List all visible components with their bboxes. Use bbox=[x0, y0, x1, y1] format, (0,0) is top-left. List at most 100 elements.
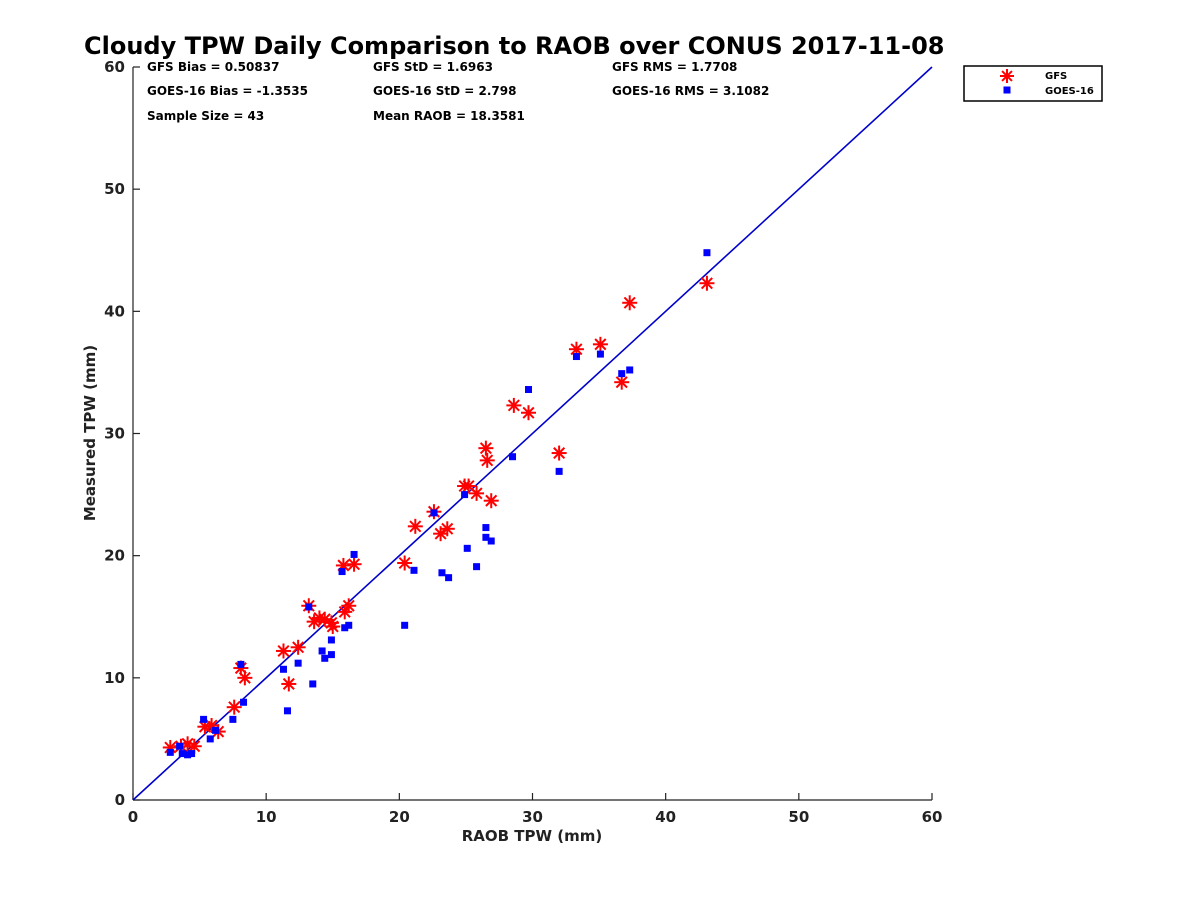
stat-mean-raob: Mean RAOB = 18.3581 bbox=[373, 109, 525, 123]
y-axis-label: Measured TPW (mm) bbox=[81, 345, 99, 521]
gfs-point bbox=[237, 670, 253, 686]
y-tick-label: 20 bbox=[104, 547, 125, 565]
x-tick-label: 20 bbox=[389, 808, 410, 826]
gfs-point bbox=[699, 275, 715, 291]
x-axis-label: RAOB TPW (mm) bbox=[462, 827, 603, 845]
gfs-point bbox=[325, 619, 341, 635]
one-to-one-line bbox=[132, 66, 933, 801]
stat-goes-rms: GOES-16 RMS = 3.1082 bbox=[612, 84, 769, 98]
goes16-point bbox=[237, 660, 245, 668]
x-tick-label: 50 bbox=[788, 808, 809, 826]
goes16-point bbox=[321, 654, 329, 662]
gfs-point bbox=[162, 739, 178, 755]
goes16-point bbox=[703, 249, 711, 257]
gfs-point bbox=[506, 397, 522, 413]
goes16-point bbox=[572, 353, 580, 361]
gfs-point bbox=[521, 405, 537, 421]
goes16-point bbox=[509, 453, 517, 461]
goes16-point bbox=[350, 550, 358, 558]
y-tick-label: 40 bbox=[104, 302, 125, 320]
y-tick-label: 50 bbox=[104, 180, 125, 198]
x-tick-label: 40 bbox=[655, 808, 676, 826]
goes16-point bbox=[461, 491, 469, 499]
goes16-point bbox=[327, 636, 335, 644]
goes16-point bbox=[430, 509, 438, 517]
gfs-point bbox=[439, 521, 455, 537]
goes16-point bbox=[200, 715, 208, 723]
stat-gfs-rms: GFS RMS = 1.7708 bbox=[612, 60, 737, 74]
goes16-point bbox=[482, 524, 490, 532]
gfs-point bbox=[341, 598, 357, 614]
y-tick-label: 30 bbox=[104, 425, 125, 443]
gfs-series bbox=[162, 275, 715, 755]
gfs-point bbox=[397, 555, 413, 571]
goes16-point bbox=[178, 750, 186, 758]
goes16-point bbox=[525, 386, 533, 394]
goes16-point bbox=[338, 568, 346, 576]
goes16-series bbox=[166, 249, 711, 759]
gfs-point bbox=[592, 336, 608, 352]
goes16-point bbox=[305, 603, 313, 611]
gfs-point bbox=[311, 610, 327, 626]
gfs-point bbox=[478, 440, 494, 456]
legend-box bbox=[963, 65, 1103, 102]
stat-goes-bias: GOES-16 Bias = -1.3535 bbox=[147, 84, 308, 98]
y-tick-label: 60 bbox=[104, 58, 125, 76]
legend-gfs-marker bbox=[1000, 69, 1014, 83]
x-tick-label: 10 bbox=[256, 808, 277, 826]
legend-gfs-asterisk bbox=[1000, 69, 1014, 83]
goes16-point bbox=[229, 715, 237, 723]
gfs-point bbox=[275, 643, 291, 659]
legend-goes16-label: GOES-16 bbox=[1045, 86, 1094, 97]
x-tick-label: 60 bbox=[922, 808, 943, 826]
goes16-point bbox=[345, 621, 353, 629]
goes16-point bbox=[318, 647, 326, 655]
stat-goes-std: GOES-16 StD = 2.798 bbox=[373, 84, 516, 98]
gfs-point bbox=[226, 699, 242, 715]
goes16-point bbox=[463, 544, 471, 552]
gfs-point bbox=[614, 374, 630, 390]
goes16-point bbox=[341, 624, 349, 632]
goes16-point bbox=[176, 742, 184, 750]
goes16-point bbox=[596, 350, 604, 358]
x-tick-label: 0 bbox=[128, 808, 138, 826]
goes16-point bbox=[309, 680, 317, 688]
goes16-point bbox=[473, 563, 481, 571]
goes16-point bbox=[401, 621, 409, 629]
goes16-point bbox=[618, 370, 626, 378]
goes16-point bbox=[294, 659, 302, 667]
y-tick-label: 10 bbox=[104, 669, 125, 687]
gfs-point bbox=[290, 639, 306, 655]
axis-ticks: 0 10 20 30 40 50 60 0 10 20 30 40 50 60 bbox=[104, 58, 942, 826]
goes16-point bbox=[240, 698, 248, 706]
stat-gfs-std: GFS StD = 1.6963 bbox=[373, 60, 493, 74]
goes16-point bbox=[438, 569, 446, 577]
goes16-point bbox=[327, 651, 335, 659]
gfs-point bbox=[346, 556, 362, 572]
goes16-point bbox=[283, 707, 291, 715]
goes16-point bbox=[487, 537, 495, 545]
gfs-point bbox=[479, 452, 495, 468]
gfs-point bbox=[281, 676, 297, 692]
goes16-point bbox=[184, 751, 192, 759]
goes16-point bbox=[279, 665, 287, 673]
gfs-point bbox=[483, 493, 499, 509]
legend: GFS GOES-16 bbox=[963, 65, 1103, 102]
y-tick-label: 0 bbox=[115, 791, 125, 809]
goes16-point bbox=[482, 533, 490, 541]
gfs-point bbox=[551, 445, 567, 461]
goes16-point bbox=[445, 574, 453, 582]
gfs-point bbox=[469, 485, 485, 501]
stat-gfs-bias: GFS Bias = 0.50837 bbox=[147, 60, 279, 74]
gfs-point bbox=[407, 518, 423, 534]
goes16-point bbox=[166, 748, 174, 756]
legend-goes16-marker bbox=[1003, 86, 1011, 94]
goes16-point bbox=[555, 467, 563, 475]
goes16-point bbox=[410, 566, 418, 574]
legend-gfs-label: GFS bbox=[1045, 71, 1067, 82]
gfs-point bbox=[622, 295, 638, 311]
goes16-point bbox=[206, 735, 214, 743]
chart-title: Cloudy TPW Daily Comparison to RAOB over… bbox=[84, 32, 944, 60]
